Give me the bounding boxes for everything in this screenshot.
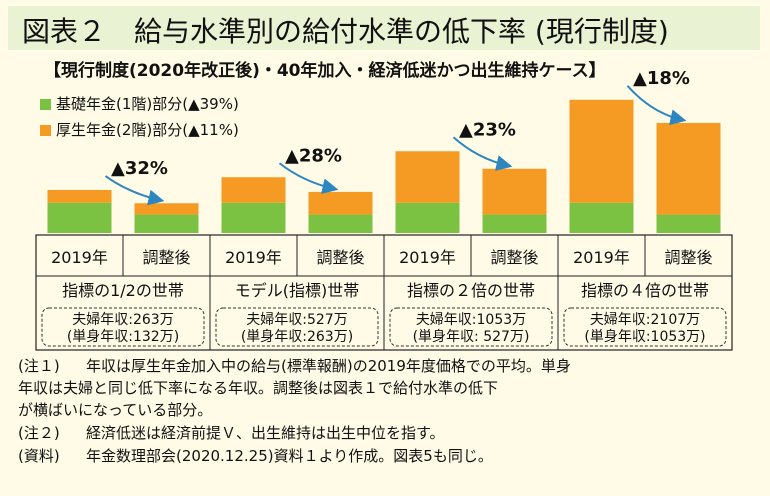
bar-basic-6 — [569, 202, 634, 233]
income-couple-1: 夫婦年収:527万 — [246, 311, 347, 328]
decline-label-1: ▲28% — [285, 145, 342, 166]
income-single-0: (単身年収:132万) — [67, 329, 179, 345]
bar-employee-5 — [482, 168, 547, 215]
title-bar: 図表２ 給与水準別の給付水準の低下率 (現行制度) — [8, 6, 760, 50]
group-label-0: 指標の1/2の世帯 — [62, 281, 184, 300]
decline-label-3: ▲18% — [633, 68, 690, 89]
decline-arrow-1 — [278, 162, 339, 195]
note-2-line-1: 経済低迷は経済前提Ｖ、出生維持は出生中位を指す。 — [86, 424, 445, 442]
bar-basic-0 — [47, 202, 112, 233]
category-label-6: 2019年 — [573, 248, 630, 267]
group-label-3: 指標の４倍の世帯 — [581, 281, 709, 300]
note-2: (注２) 経済低迷は経済前提Ｖ、出生維持は出生中位を指す。 — [18, 423, 445, 443]
legend-label-basic: 基礎年金(1階)部分(▲39%) — [56, 95, 239, 113]
legend-item-basic: 基礎年金(1階)部分(▲39%) — [40, 95, 239, 113]
chart-title: 図表２ 給与水準別の給付水準の低下率 (現行制度) — [22, 15, 669, 48]
income-box-2 — [389, 307, 553, 347]
note-3: (資料) 年金数理部会(2020.12.25)資料１より作成。図表5も同じ。 — [18, 446, 493, 466]
income-single-3: (単身年収:1053万) — [584, 329, 705, 345]
bar-basic-1 — [134, 214, 199, 233]
note-1-line-2: 年収は夫婦と同じ低下率になる年収。調整後は図表１で給付水準の低下 — [18, 379, 499, 397]
legend-item-employee: 厚生年金(2階)部分(▲11%) — [40, 121, 239, 139]
decline-label-2: ▲23% — [459, 119, 516, 140]
note-3-label: (資料) — [18, 447, 60, 465]
bar-basic-4 — [395, 202, 460, 233]
income-couple-2: 夫婦年収:1053万 — [416, 311, 526, 328]
income-single-1: (単身年収:263万) — [241, 329, 353, 345]
category-label-1: 調整後 — [142, 248, 190, 267]
note-3-line-1: 年金数理部会(2020.12.25)資料１より作成。図表5も同じ。 — [86, 447, 493, 465]
bar-basic-7 — [656, 214, 721, 233]
category-label-7: 調整後 — [664, 248, 712, 267]
category-label-3: 調整後 — [316, 248, 364, 267]
note-2-label: (注２) — [18, 424, 60, 442]
chart-subtitle: 【現行制度(2020年改正後)・40年加入・経済低迷かつ出生維持ケース】 — [44, 61, 606, 81]
bar-employee-0 — [47, 190, 112, 203]
bar-employee-1 — [134, 203, 199, 215]
decline-arrow-2 — [452, 136, 513, 171]
bar-basic-5 — [482, 214, 547, 233]
income-box-3 — [563, 307, 727, 347]
income-couple-0: 夫婦年収:263万 — [72, 311, 173, 328]
decline-arrow-0 — [104, 175, 165, 206]
income-box-0 — [41, 307, 205, 347]
category-label-0: 2019年 — [51, 248, 108, 267]
legend-swatch-basic — [40, 99, 51, 110]
bar-employee-3 — [308, 191, 373, 215]
note-1-line-3: が横ばいになっている部分。 — [18, 401, 213, 419]
bar-basic-3 — [308, 214, 373, 233]
bar-basic-2 — [221, 202, 286, 233]
group-label-1: モデル(指標)世帯 — [235, 281, 360, 300]
decline-arrow-3 — [626, 85, 687, 126]
bar-employee-4 — [395, 151, 460, 203]
legend-label-employee: 厚生年金(2階)部分(▲11%) — [56, 121, 239, 139]
group-label-2: 指標の２倍の世帯 — [407, 281, 535, 300]
income-couple-3: 夫婦年収:2107万 — [590, 311, 700, 328]
bar-employee-6 — [569, 99, 634, 203]
note-1: (注１) 年収は厚生年金加入中の給与(標準報酬)の2019年度価格での平均。単身 — [18, 356, 571, 376]
bar-employee-7 — [656, 122, 721, 215]
legend-swatch-employee — [40, 125, 51, 136]
note-1-label: (注１) — [18, 357, 60, 375]
category-label-2: 2019年 — [225, 248, 282, 267]
decline-label-0: ▲32% — [111, 158, 168, 179]
category-label-5: 調整後 — [490, 248, 538, 267]
note-1-line-1: 年収は厚生年金加入中の給与(標準報酬)の2019年度価格での平均。単身 — [86, 357, 571, 375]
category-label-4: 2019年 — [399, 248, 456, 267]
bar-employee-2 — [221, 177, 286, 203]
income-box-1 — [215, 307, 379, 347]
income-single-2: (単身年収: 527万) — [413, 329, 530, 345]
